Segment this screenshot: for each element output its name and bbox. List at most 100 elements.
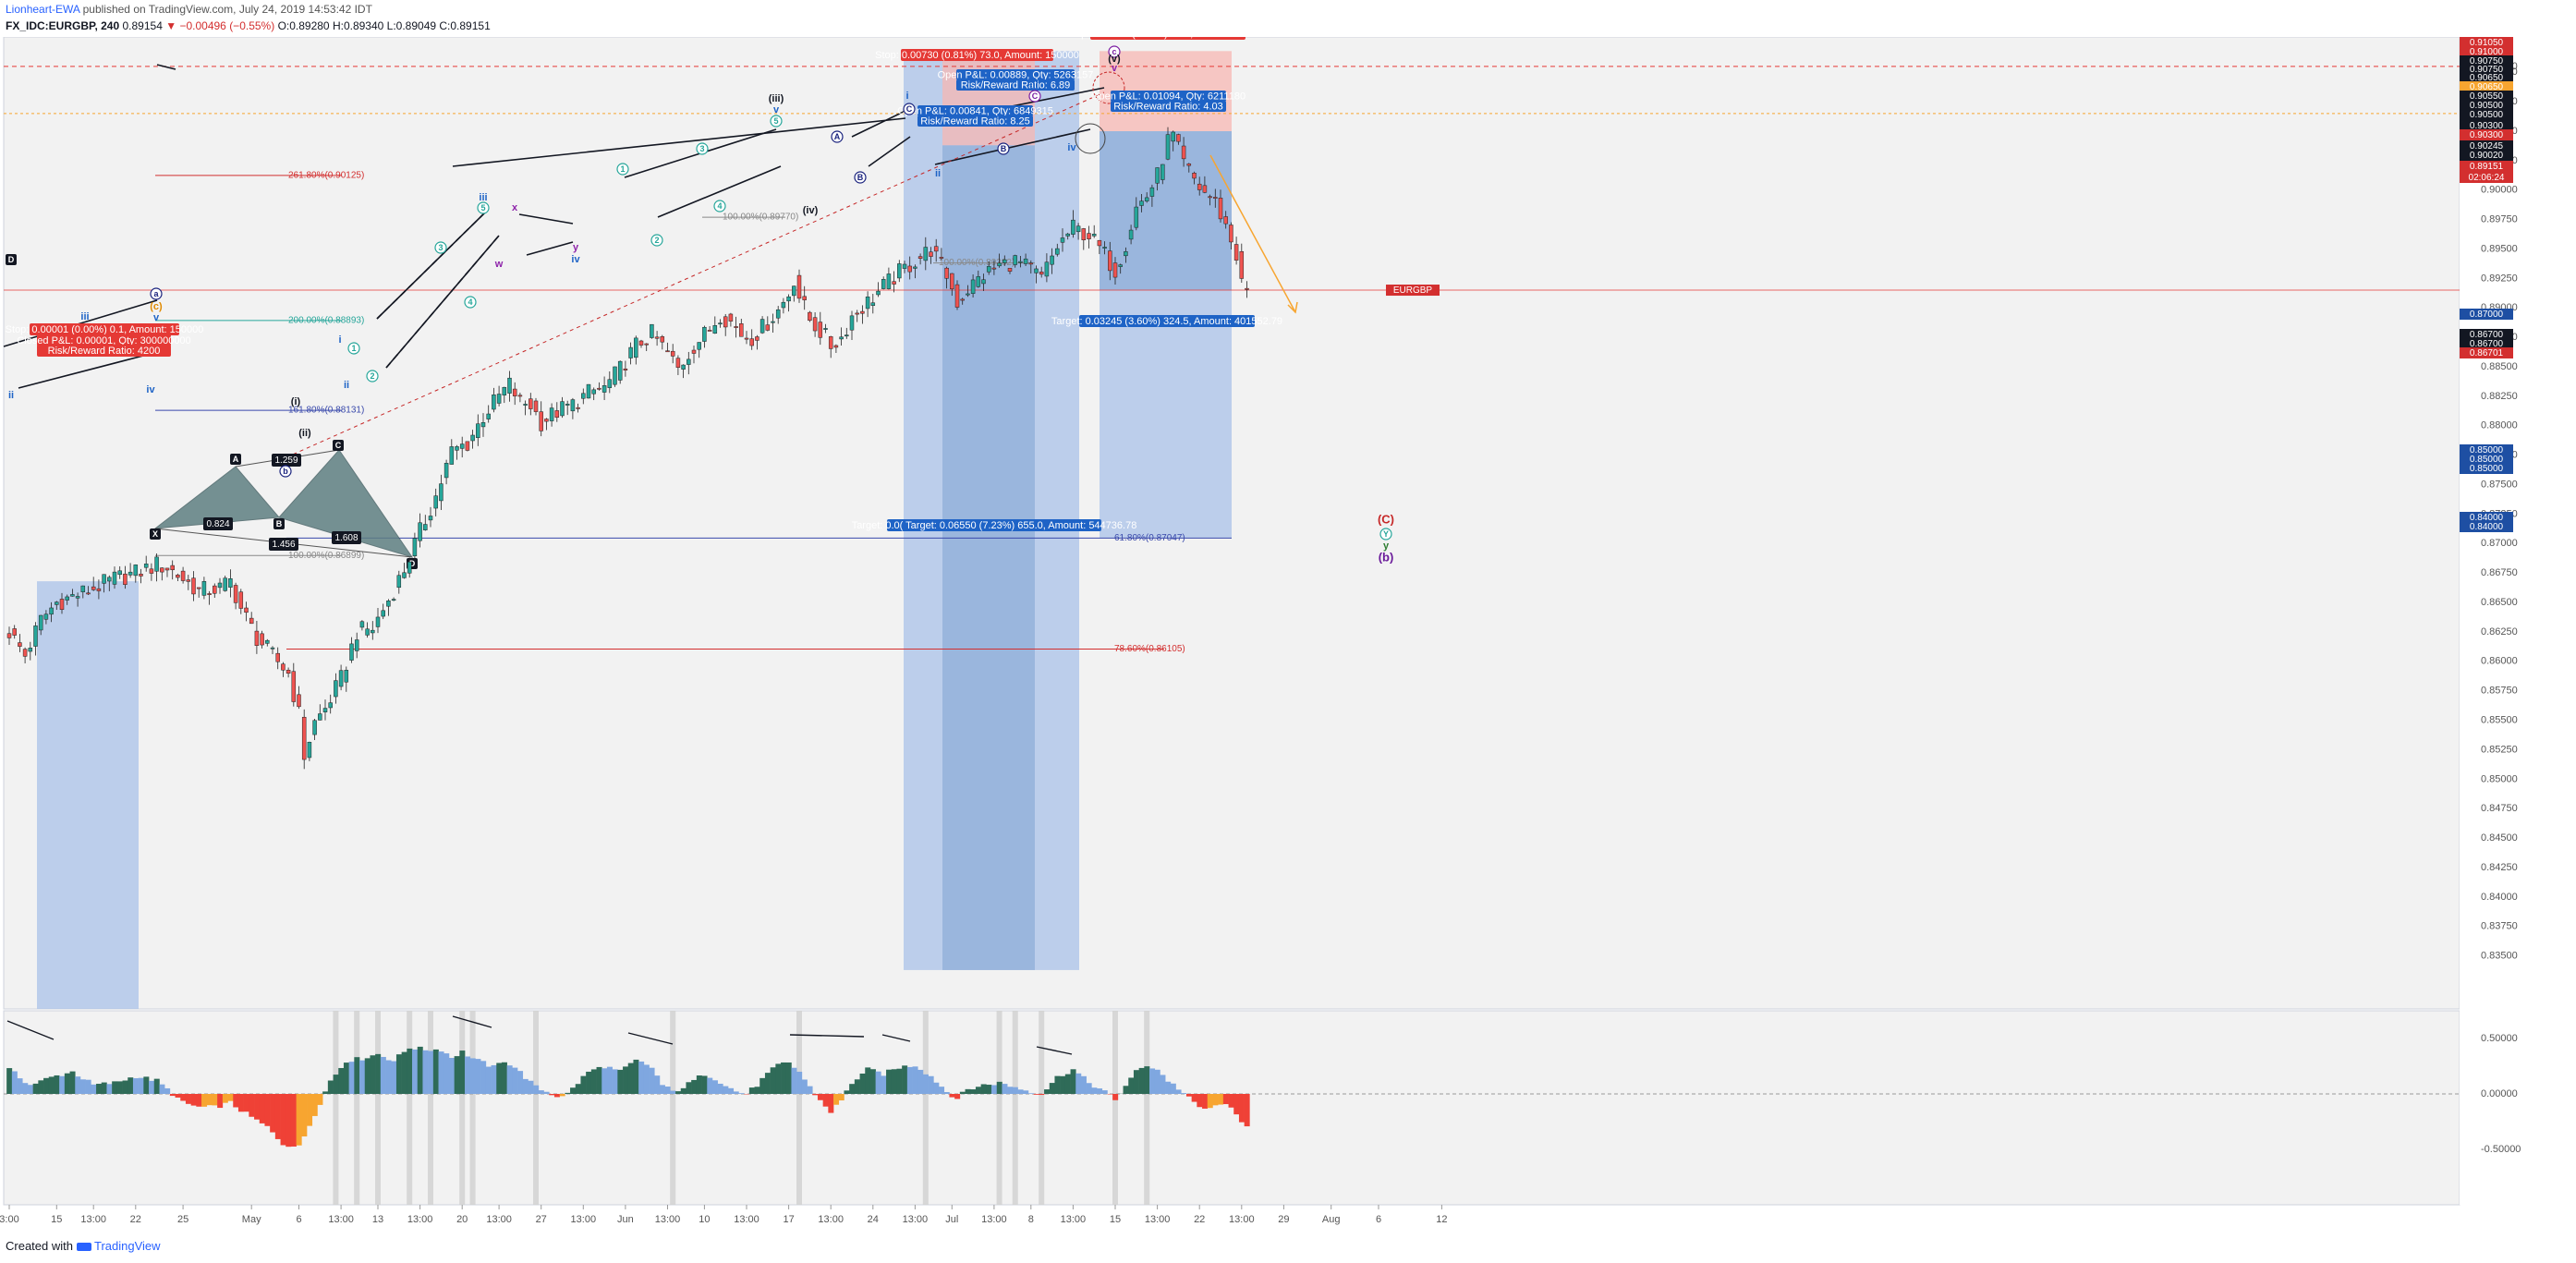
oscillator-bar	[43, 1077, 50, 1094]
oscillator-bar	[11, 1071, 18, 1094]
oscillator-pane[interactable]	[3, 1010, 2461, 1206]
wave-circle-badge	[464, 296, 477, 309]
oscillator-bar	[75, 1076, 81, 1094]
position-stop-label[interactable]: Stop: 0.00805 (0.89%) 80.5, Amount: 1500…	[1066, 37, 1270, 40]
oscillator-bar	[791, 1067, 797, 1094]
candle-body	[254, 630, 260, 646]
time-tick-label: 17	[783, 1214, 794, 1225]
position-rr-label[interactable]: Risk/Reward Ratio: 4200	[48, 346, 161, 357]
candle-body	[860, 310, 865, 314]
price-axis[interactable]	[2460, 37, 2576, 1205]
candle-body	[160, 567, 164, 573]
oscillator-shade-bar	[407, 1011, 413, 1205]
time-tick-label: 13:00	[1229, 1214, 1255, 1225]
position-stop-label[interactable]: Stop: 0.00001 (0.00%) 0.1, Amount: 15000…	[6, 324, 204, 335]
candle-body	[396, 575, 402, 589]
oscillator-bar	[717, 1083, 723, 1094]
oscillator-bar	[549, 1094, 555, 1096]
time-axis[interactable]	[4, 1207, 2460, 1233]
harmonic-point-label: X	[152, 529, 158, 539]
oscillator-bar	[1080, 1075, 1087, 1094]
candle-body	[1044, 261, 1050, 277]
oscillator-bar	[380, 1056, 386, 1094]
price-axis-badge-label: 0.90300	[2470, 130, 2504, 140]
projection-arrowhead-icon	[1287, 301, 1298, 314]
candle-body	[876, 290, 881, 296]
chart-canvas[interactable]: 161.80%(0.91133)261.80%(0.90125)100.00%(…	[0, 37, 2576, 1235]
oscillator-bar	[1160, 1075, 1166, 1094]
oscillator-shade-bar	[333, 1011, 339, 1205]
candle-body	[1071, 219, 1075, 235]
oscillator-shade-bar	[670, 1011, 676, 1205]
wave-label: iv	[571, 254, 580, 265]
position-rr-label[interactable]: Risk/Reward Ratio: 4.03	[1113, 101, 1223, 112]
position-target-label[interactable]: Target: 0.03245 (3.60%) 324.5, Amount: 4…	[1051, 316, 1282, 327]
oscillator-bar	[259, 1094, 265, 1123]
footer-brand[interactable]: TradingView	[93, 1239, 161, 1253]
position-closed-pnl-label[interactable]: Closed P&L: 0.00001, Qty: 300000000	[17, 335, 190, 346]
oscillator-bar	[448, 1058, 455, 1094]
price-axis-badge-label: 0.90245	[2470, 141, 2504, 152]
time-tick-label: Aug	[1322, 1214, 1341, 1225]
candle-body	[459, 443, 465, 449]
oscillator-bar	[875, 1071, 881, 1094]
position-pnl-label[interactable]: Open P&L: 0.00889, Qty: 5263157	[938, 69, 1094, 80]
price-axis-badge-label: 0.86700	[2470, 330, 2504, 340]
author-link[interactable]: Lionheart-EWA	[6, 3, 80, 16]
price-axis-badge	[2460, 46, 2513, 57]
candle-body	[1134, 206, 1139, 228]
oscillator-bar	[759, 1077, 766, 1094]
candle-body	[1181, 145, 1186, 160]
wave-label: 3	[438, 243, 443, 252]
price-axis-badge	[2460, 172, 2513, 183]
oscillator-bar	[517, 1071, 524, 1094]
wave-circle-badge	[713, 200, 726, 213]
oscillator-bar	[417, 1046, 423, 1094]
candle-body	[728, 313, 734, 322]
position-rr-label[interactable]: Risk/Reward Ratio: 8.25	[920, 115, 1030, 127]
oscillator-shade-bar	[1112, 1011, 1118, 1205]
symbol-label[interactable]: FX_IDC:EURGBP, 240	[6, 19, 120, 32]
wave-label: (c)	[150, 301, 163, 312]
candle-body	[650, 323, 654, 338]
harmonic-point-label: B	[276, 519, 283, 528]
price-axis-badge	[2460, 512, 2513, 523]
oscillator-bar	[881, 1075, 887, 1094]
wave-label: 4	[468, 298, 472, 307]
position-target-label[interactable]: Target: 0.0( Target: 0.06550 (7.23%) 655…	[852, 520, 1137, 531]
oscillator-bar	[501, 1062, 507, 1094]
price-tick-label: 0.83750	[2481, 921, 2518, 932]
oscillator-bar	[54, 1075, 60, 1094]
candle-body	[517, 395, 523, 397]
candle-body	[1155, 167, 1160, 184]
time-tick-label: 15	[51, 1214, 62, 1225]
oscillator-bar	[385, 1060, 392, 1094]
candle-body	[755, 336, 759, 341]
candle-body	[86, 592, 91, 595]
projection-arrow	[1209, 154, 1296, 313]
time-tick-label: 8	[1028, 1214, 1034, 1225]
oscillator-bar	[590, 1069, 597, 1094]
candle-body	[512, 388, 517, 396]
wave-label: i	[338, 334, 341, 346]
position-pnl-label[interactable]: Open P&L: 0.01094, Qty: 6211180	[1091, 91, 1245, 102]
position-stop-label[interactable]: Stop: 0.00730 (0.81%) 73.0, Amount: 1500…	[875, 50, 1079, 61]
time-tick-label: 13:00	[486, 1214, 512, 1225]
oscillator-bar	[317, 1094, 323, 1105]
oscillator-bar	[17, 1078, 23, 1094]
wave-circle-badge	[366, 370, 379, 383]
position-rr-label[interactable]: Risk/Reward Ratio: 6.89	[961, 79, 1071, 91]
candle-body	[933, 246, 939, 252]
symbol-badge-label: EURGBP	[1393, 285, 1433, 296]
candle-body	[354, 639, 359, 651]
candle-body	[865, 297, 870, 310]
oscillator-bar	[1218, 1094, 1224, 1105]
position-pnl-label[interactable]: Open P&L: 0.00841, Qty: 6849315	[897, 105, 1053, 116]
wave-label: b	[283, 467, 288, 476]
candle-body	[375, 616, 381, 627]
candle-body	[697, 342, 701, 350]
wave-label: ii	[935, 168, 941, 179]
time-tick-label: 13:00	[1061, 1214, 1087, 1225]
oscillator-bar	[59, 1075, 66, 1094]
time-tick-label: 29	[1278, 1214, 1289, 1225]
